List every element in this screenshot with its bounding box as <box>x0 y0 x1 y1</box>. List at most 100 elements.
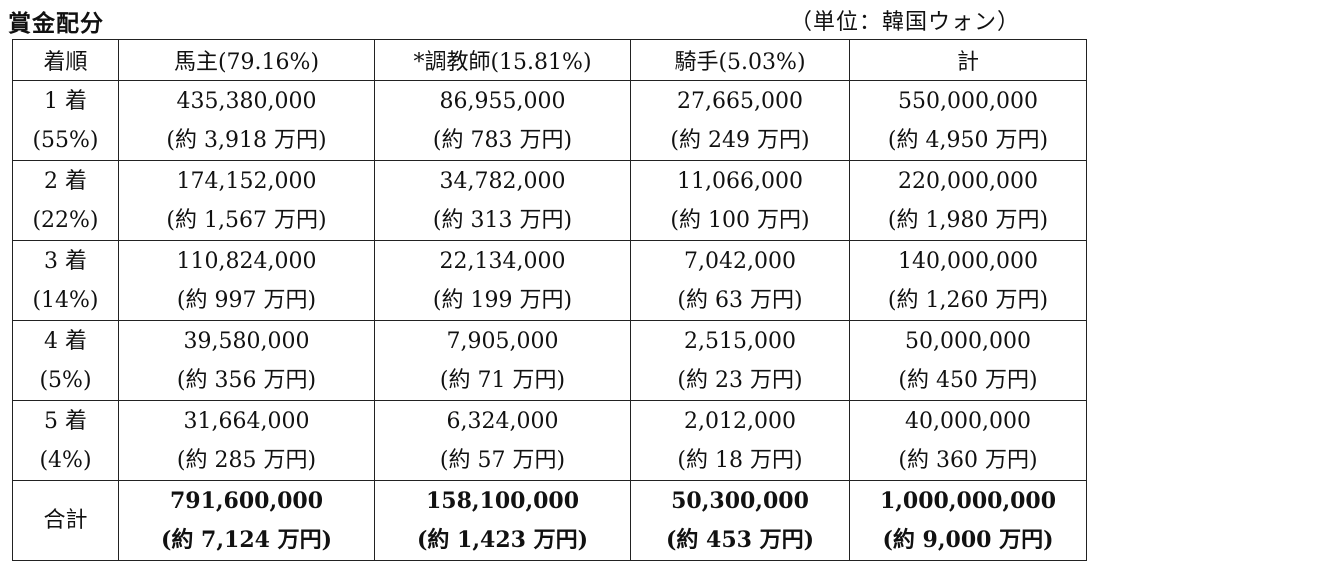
amount-value: 550,000,000 <box>898 88 1038 114</box>
trainer-cell: 7,905,000 (約 71 万円) <box>374 320 631 401</box>
jockey-cell: 2,515,000 (約 23 万円) <box>630 320 850 401</box>
amount-approx: (約 360 万円) <box>898 447 1038 473</box>
amount-approx: (約 453 万円) <box>665 526 815 553</box>
amount-approx: (約 199 万円) <box>432 287 573 313</box>
rank-cell: 3 着 (14%) <box>12 240 119 321</box>
total-cell: 50,000,000 (約 450 万円) <box>849 320 1087 401</box>
amount-value: 39,580,000 <box>183 328 310 354</box>
amount-approx: (約 71 万円) <box>439 367 566 393</box>
total-cell: 140,000,000 (約 1,260 万円) <box>849 240 1087 321</box>
amount-approx: (約 1,980 万円) <box>887 207 1049 233</box>
amount-value: 1,000,000,000 <box>879 487 1057 514</box>
trainer-cell: 34,782,000 (約 313 万円) <box>374 160 631 241</box>
amount-value: 34,782,000 <box>439 168 566 194</box>
total-label: 合計 <box>43 508 88 533</box>
total-label-cell: 合計 <box>12 480 119 561</box>
total-cell: 220,000,000 (約 1,980 万円) <box>849 160 1087 241</box>
rank-share: (55%) <box>32 127 99 153</box>
table-row: 4 着 (5%) 39,580,000 (約 356 万円) 7,905,000 (… <box>12 320 1087 401</box>
amount-approx: (約 9,000 万円) <box>882 526 1054 553</box>
rank-label: 2 着 <box>44 168 87 194</box>
table-row: 2 着 (22%) 174,152,000 (約 1,567 万円) 34,782… <box>12 160 1087 241</box>
trainer-cell: 22,134,000 (約 199 万円) <box>374 240 631 321</box>
amount-approx: (約 3,918 万円) <box>166 127 327 153</box>
amount-approx: (約 100 万円) <box>670 207 810 233</box>
amount-approx: (約 356 万円) <box>176 367 317 393</box>
rank-share: (14%) <box>32 287 99 313</box>
header-owner: 馬主(79.16%) <box>118 39 375 81</box>
jockey-cell: 7,042,000 (約 63 万円) <box>630 240 850 321</box>
document-title: 賞金配分 <box>8 11 104 37</box>
rank-label: 5 着 <box>44 408 87 434</box>
amount-value: 40,000,000 <box>905 408 1031 434</box>
header-jockey: 騎手(5.03%) <box>630 39 850 81</box>
trainer-cell: 6,324,000 (約 57 万円) <box>374 400 631 481</box>
rank-cell: 2 着 (22%) <box>12 160 119 241</box>
amount-value: 50,300,000 <box>671 487 809 514</box>
amount-value: 158,100,000 <box>425 487 580 514</box>
total-cell: 40,000,000 (約 360 万円) <box>849 400 1087 481</box>
header-trainer: *調教師(15.81%) <box>374 39 631 81</box>
owner-cell: 31,664,000 (約 285 万円) <box>118 400 375 481</box>
table-total-row: 合計 791,600,000 (約 7,124 万円) 158,100,000 (約… <box>12 480 1087 561</box>
amount-approx: (約 4,950 万円) <box>887 127 1049 153</box>
amount-approx: (約 285 万円) <box>176 447 317 473</box>
jockey-total-cell: 50,300,000 (約 453 万円) <box>630 480 850 561</box>
owner-total-cell: 791,600,000 (約 7,124 万円) <box>118 480 375 561</box>
trainer-cell: 86,955,000 (約 783 万円) <box>374 80 631 161</box>
header-total: 計 <box>849 39 1087 81</box>
owner-cell: 39,580,000 (約 356 万円) <box>118 320 375 401</box>
amount-value: 27,665,000 <box>677 88 803 114</box>
table-row: 3 着 (14%) 110,824,000 (約 997 万円) 22,134,0… <box>12 240 1087 321</box>
unit-note: （単位：韓国ウォン） <box>790 10 1021 35</box>
rank-share: (4%) <box>39 447 92 473</box>
amount-value: 11,066,000 <box>677 168 803 194</box>
table-header-row: 着順 馬主(79.16%) *調教師(15.81%) 騎手(5.03%) 計 <box>12 39 1087 81</box>
amount-value: 22,134,000 <box>439 248 566 274</box>
amount-approx: (約 1,260 万円) <box>887 287 1049 313</box>
owner-cell: 110,824,000 (約 997 万円) <box>118 240 375 321</box>
trainer-total-cell: 158,100,000 (約 1,423 万円) <box>374 480 631 561</box>
rank-share: (5%) <box>39 367 92 393</box>
amount-value: 791,600,000 <box>169 487 324 514</box>
table-row: 5 着 (4%) 31,664,000 (約 285 万円) 6,324,000 (… <box>12 400 1087 481</box>
amount-value: 140,000,000 <box>898 248 1038 274</box>
rank-share: (22%) <box>32 207 99 233</box>
rank-label: 1 着 <box>44 88 87 114</box>
owner-cell: 435,380,000 (約 3,918 万円) <box>118 80 375 161</box>
amount-approx: (約 18 万円) <box>677 447 803 473</box>
amount-approx: (約 450 万円) <box>898 367 1038 393</box>
amount-value: 86,955,000 <box>439 88 566 114</box>
amount-approx: (約 249 万円) <box>670 127 810 153</box>
amount-approx: (約 1,423 万円) <box>416 526 589 553</box>
amount-value: 2,012,000 <box>684 408 796 434</box>
amount-value: 220,000,000 <box>898 168 1038 194</box>
amount-approx: (約 1,567 万円) <box>166 207 327 233</box>
amount-approx: (約 783 万円) <box>432 127 573 153</box>
rank-cell: 1 着 (55%) <box>12 80 119 161</box>
rank-cell: 4 着 (5%) <box>12 320 119 401</box>
amount-approx: (約 63 万円) <box>677 287 803 313</box>
amount-approx: (約 7,124 万円) <box>160 526 333 553</box>
amount-value: 7,905,000 <box>446 328 559 354</box>
amount-value: 31,664,000 <box>183 408 310 434</box>
jockey-cell: 11,066,000 (約 100 万円) <box>630 160 850 241</box>
prize-distribution-table: 着順 馬主(79.16%) *調教師(15.81%) 騎手(5.03%) 計 1… <box>12 39 1087 561</box>
header-rank: 着順 <box>12 39 119 81</box>
amount-value: 110,824,000 <box>176 248 317 274</box>
amount-approx: (約 997 万円) <box>176 287 317 313</box>
total-cell: 550,000,000 (約 4,950 万円) <box>849 80 1087 161</box>
amount-value: 435,380,000 <box>176 88 317 114</box>
amount-value: 7,042,000 <box>684 248 796 274</box>
rank-cell: 5 着 (4%) <box>12 400 119 481</box>
table-row: 1 着 (55%) 435,380,000 (約 3,918 万円) 86,955… <box>12 80 1087 161</box>
rank-label: 4 着 <box>44 328 87 354</box>
jockey-cell: 27,665,000 (約 249 万円) <box>630 80 850 161</box>
owner-cell: 174,152,000 (約 1,567 万円) <box>118 160 375 241</box>
amount-value: 6,324,000 <box>446 408 559 434</box>
amount-approx: (約 23 万円) <box>677 367 803 393</box>
jockey-cell: 2,012,000 (約 18 万円) <box>630 400 850 481</box>
amount-value: 50,000,000 <box>905 328 1031 354</box>
amount-approx: (約 313 万円) <box>432 207 573 233</box>
amount-approx: (約 57 万円) <box>439 447 566 473</box>
